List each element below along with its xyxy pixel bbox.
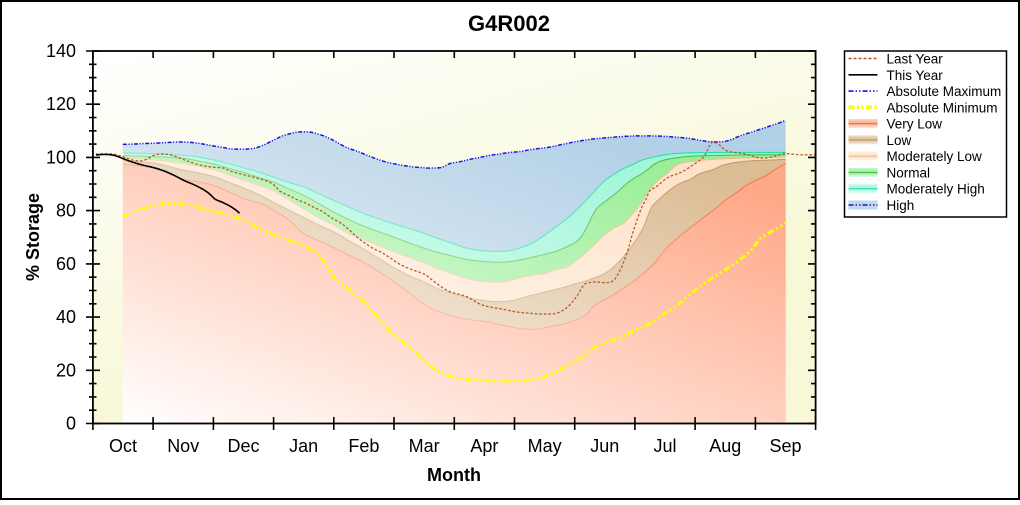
- svg-text:60: 60: [56, 254, 76, 274]
- svg-text:120: 120: [46, 94, 76, 114]
- svg-text:Moderately High: Moderately High: [887, 182, 985, 197]
- svg-text:Absolute Minimum: Absolute Minimum: [887, 100, 998, 115]
- svg-text:G4R002: G4R002: [468, 11, 550, 36]
- svg-text:Jan: Jan: [289, 436, 318, 456]
- svg-text:Last Year: Last Year: [887, 52, 944, 67]
- svg-text:Sep: Sep: [769, 436, 801, 456]
- svg-text:Absolute Maximum: Absolute Maximum: [887, 84, 1002, 99]
- svg-text:Jul: Jul: [653, 436, 676, 456]
- svg-text:100: 100: [46, 147, 76, 167]
- svg-text:Apr: Apr: [470, 436, 498, 456]
- svg-text:Jun: Jun: [590, 436, 619, 456]
- svg-text:Moderately Low: Moderately Low: [887, 149, 983, 164]
- svg-text:Mar: Mar: [409, 436, 440, 456]
- svg-text:Low: Low: [887, 133, 912, 148]
- svg-text:Very Low: Very Low: [887, 117, 943, 132]
- svg-text:140: 140: [46, 41, 76, 61]
- svg-text:80: 80: [56, 201, 76, 221]
- svg-text:Nov: Nov: [167, 436, 199, 456]
- svg-text:% Storage: % Storage: [23, 193, 43, 281]
- svg-text:Dec: Dec: [227, 436, 259, 456]
- svg-text:May: May: [528, 436, 562, 456]
- svg-text:20: 20: [56, 360, 76, 380]
- svg-text:40: 40: [56, 307, 76, 327]
- svg-text:Oct: Oct: [109, 436, 137, 456]
- svg-text:Month: Month: [427, 465, 481, 485]
- svg-text:High: High: [887, 198, 915, 213]
- svg-text:This Year: This Year: [887, 68, 944, 83]
- svg-text:Normal: Normal: [887, 166, 931, 181]
- svg-text:0: 0: [66, 414, 76, 434]
- svg-text:Feb: Feb: [348, 436, 379, 456]
- svg-text:Aug: Aug: [709, 436, 741, 456]
